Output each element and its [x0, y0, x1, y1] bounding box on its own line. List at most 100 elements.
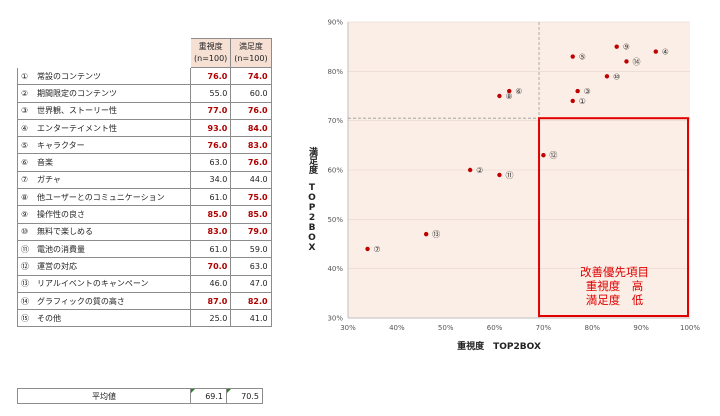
row-label: 音楽	[37, 158, 53, 168]
row-satisfaction: 44.0	[230, 170, 272, 190]
row-importance: 25.0	[189, 309, 232, 328]
table-row: ⑩ 無料で楽しめる 83.0 79.0	[17, 222, 272, 241]
row-satisfaction: 74.0	[230, 66, 272, 86]
header-blank	[18, 39, 191, 68]
table-row: ⑦ ガチャ 34.0 44.0	[17, 170, 272, 190]
data-point-label: ⑨	[623, 43, 630, 52]
priority-label-line: 満足度 低	[586, 293, 644, 307]
row-importance: 76.0	[189, 136, 232, 155]
header-importance-label: 重視度	[198, 42, 223, 51]
average-table: 平均値 69.1 70.5	[17, 388, 263, 404]
header-satisfaction-n: (n=100)	[234, 54, 268, 63]
row-importance: 55.0	[189, 84, 232, 103]
row-satisfaction: 83.0	[230, 136, 272, 155]
data-point-label: ⑩	[613, 72, 620, 81]
row-satisfaction: 82.0	[230, 291, 272, 311]
row-importance: 83.0	[189, 222, 232, 241]
data-point	[624, 59, 629, 64]
y-tick-label: 50%	[327, 216, 343, 224]
row-satisfaction: 76.0	[230, 101, 272, 120]
data-point-label: ②	[476, 166, 483, 175]
table-row: ② 期間限定のコンテンツ 55.0 60.0	[17, 84, 272, 103]
x-axis-title: 重視度 TOP2BOX	[457, 340, 541, 352]
table-row: ⑫ 運営の対応 70.0 63.0	[17, 257, 272, 276]
row-label-cell: ④ エンターテイメント性	[17, 118, 191, 138]
x-tick-label: 60%	[487, 324, 503, 332]
row-importance: 87.0	[189, 291, 232, 311]
x-tick-label: 70%	[536, 324, 552, 332]
row-number: ⑬	[21, 279, 29, 289]
row-satisfaction: 63.0	[230, 257, 272, 276]
data-point	[570, 98, 575, 104]
row-number: ⑧	[21, 192, 29, 202]
row-label: 世界観、ストーリー性	[37, 106, 117, 116]
row-number: ④	[21, 123, 29, 133]
row-label-cell: ⑨ 操作性の良さ	[17, 205, 191, 224]
row-number: ⑫	[21, 261, 29, 271]
data-point-label: ⑧	[505, 92, 512, 101]
table-row: ⑬ リアルイベントのキャンペーン 46.0 47.0	[17, 274, 272, 293]
priority-label-line: 改善優先項目	[580, 265, 649, 279]
header-importance-n: (n=100)	[194, 54, 228, 63]
table-row: ⑨ 操作性の良さ 85.0 85.0	[17, 205, 272, 224]
data-point-label: ⑫	[549, 151, 557, 160]
row-satisfaction: 47.0	[230, 274, 272, 293]
data-point-label: ⑤	[579, 53, 586, 62]
row-label-cell: ⑫ 運営の対応	[17, 257, 191, 276]
data-point	[365, 246, 370, 252]
average-satisfaction: 70.5	[226, 388, 263, 404]
row-satisfaction: 75.0	[230, 188, 272, 207]
x-tick-label: 50%	[438, 324, 454, 332]
y-tick-label: 40%	[327, 265, 343, 273]
row-label-cell: ⑬ リアルイベントのキャンペーン	[17, 274, 191, 293]
x-tick-label: 80%	[585, 324, 601, 332]
row-label: 他ユーザーとのコミュニケーション	[37, 192, 165, 202]
row-label-cell: ⑪ 電池の消費量	[17, 239, 191, 259]
table-row: ⑤ キャラクター 76.0 83.0	[17, 136, 272, 155]
row-number: ⑭	[21, 296, 29, 306]
data-point	[653, 49, 658, 54]
row-label: リアルイベントのキャンペーン	[37, 279, 149, 289]
data-point-label: ④	[662, 48, 669, 57]
row-label: キャラクター	[37, 140, 85, 150]
row-number: ②	[21, 88, 29, 98]
data-point	[541, 153, 546, 158]
row-label: その他	[37, 313, 61, 323]
row-importance: 85.0	[189, 205, 232, 224]
row-label: 期間限定のコンテンツ	[37, 88, 117, 98]
average-label: 平均値	[17, 388, 191, 404]
table-row: ⑪ 電池の消費量 61.0 59.0	[17, 239, 272, 259]
priority-region-box	[538, 117, 689, 317]
row-number: ⑥	[21, 158, 29, 168]
x-tick-label: 40%	[389, 324, 405, 332]
table-row: ① 常設のコンテンツ 76.0 74.0	[17, 66, 272, 86]
row-importance: 46.0	[189, 274, 232, 293]
row-label: エンターテイメント性	[37, 123, 117, 133]
y-tick-label: 70%	[327, 117, 343, 125]
header-importance: 重視度 (n=100)	[189, 38, 232, 68]
row-label: グラフィックの質の高さ	[37, 296, 125, 306]
row-satisfaction: 84.0	[230, 118, 272, 138]
data-point-label: ⑦	[374, 245, 381, 254]
data-point	[575, 88, 580, 94]
y-tick-label: 60%	[327, 167, 343, 175]
table-row: ③ 世界観、ストーリー性 77.0 76.0	[17, 101, 272, 120]
row-satisfaction: 85.0	[230, 205, 272, 224]
data-point-label: ①	[579, 97, 586, 106]
row-label: 無料で楽しめる	[37, 227, 93, 237]
x-tick-label: 100%	[680, 324, 700, 332]
x-tick-label: 90%	[633, 324, 649, 332]
row-importance: 93.0	[189, 118, 232, 138]
row-label-cell: ⑧ 他ユーザーとのコミュニケーション	[17, 188, 191, 207]
row-importance: 61.0	[189, 188, 232, 207]
table-row: ⑭ グラフィックの質の高さ 87.0 82.0	[17, 291, 272, 311]
table-row: ⑮ その他 25.0 41.0	[17, 309, 272, 328]
row-label-cell: ⑥ 音楽	[17, 153, 191, 172]
row-number: ③	[21, 106, 29, 116]
row-label: 常設のコンテンツ	[37, 71, 101, 81]
y-tick-label: 80%	[327, 68, 343, 76]
priority-label-line: 重視度 高	[586, 279, 644, 293]
data-point-label: ⑬	[432, 230, 440, 239]
data-point	[570, 54, 575, 59]
row-label-cell: ② 期間限定のコンテンツ	[17, 84, 191, 103]
